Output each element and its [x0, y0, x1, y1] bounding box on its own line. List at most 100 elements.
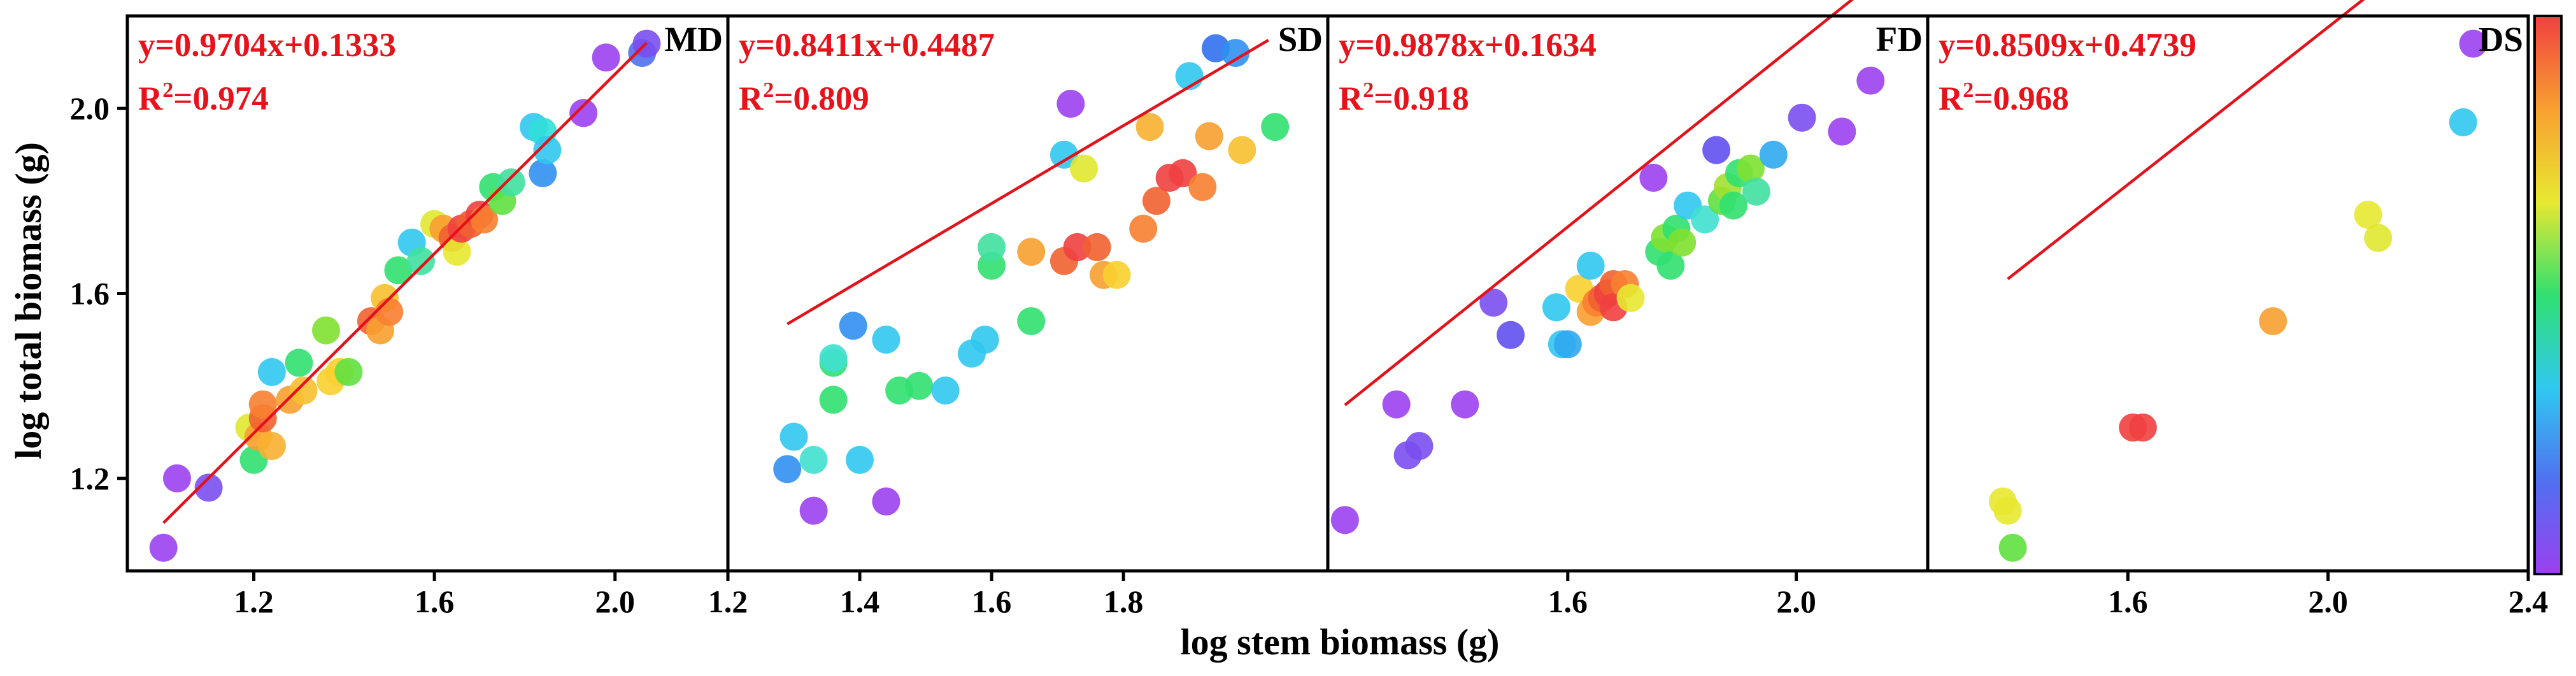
- data-point: [1221, 39, 1250, 68]
- data-point: [872, 326, 900, 354]
- y-tick-label: 1.2: [70, 461, 110, 496]
- data-point: [819, 344, 848, 373]
- data-point: [2449, 108, 2477, 136]
- data-point: [1050, 140, 1078, 169]
- r2-label: R2=0.809: [739, 78, 869, 117]
- data-point: [384, 256, 413, 285]
- data-point: [248, 390, 277, 419]
- data-point: [1195, 122, 1223, 150]
- data-point: [1788, 103, 1816, 132]
- x-tick-label: 1.6: [972, 584, 1012, 619]
- data-point: [1993, 496, 2022, 525]
- data-point: [1129, 214, 1158, 243]
- panel-ds: 1.6 2.0 2.4 y=0.8509x+0.4739 R2=0.968 DS: [1926, 0, 2549, 619]
- x-tick-label: 1.8: [1104, 584, 1144, 619]
- fit-line: [162, 41, 648, 524]
- data-point: [1102, 261, 1131, 289]
- data-point: [1616, 284, 1645, 312]
- r2-label: R2=0.918: [1339, 78, 1469, 117]
- data-point: [285, 349, 313, 377]
- panel-tag: DS: [2479, 20, 2523, 59]
- equation-label: y=0.8411x+0.4487: [739, 27, 995, 64]
- data-point: [592, 43, 620, 72]
- r2-label: R2=0.968: [1939, 78, 2069, 117]
- panel-fd: 1.6 2.0 y=0.9878x+0.1634 R2=0.918 FD: [1326, 0, 1930, 619]
- data-point: [497, 168, 525, 197]
- data-point: [443, 238, 471, 266]
- data-point: [905, 371, 934, 400]
- data-point: [406, 247, 435, 275]
- data-point: [1542, 293, 1570, 322]
- data-point: [1639, 164, 1668, 192]
- fit-line: [2007, 0, 2365, 280]
- fit-line: [1344, 0, 1854, 406]
- data-point: [375, 298, 404, 326]
- x-tick-label: 1.2: [708, 584, 748, 619]
- data-point: [773, 455, 802, 484]
- data-point: [2354, 201, 2382, 229]
- data-point: [1742, 177, 1770, 206]
- data-point: [1691, 205, 1719, 234]
- data-point: [1656, 252, 1685, 280]
- x-tick-label: 2.0: [1776, 584, 1816, 619]
- data-point: [569, 99, 598, 127]
- data-point: [1017, 307, 1046, 336]
- data-point: [1228, 136, 1256, 164]
- axis-labels: log stem biomass (g) log total biomass (…: [8, 142, 1500, 663]
- data-point: [257, 357, 286, 386]
- data-point: [334, 357, 363, 386]
- x-tick-label: 2.4: [2508, 584, 2549, 619]
- data-point: [1063, 233, 1092, 261]
- data-point: [1261, 113, 1290, 141]
- data-point: [533, 136, 562, 164]
- x-tick-label: 2.0: [2308, 584, 2348, 619]
- x-axis-label: log stem biomass (g): [1180, 621, 1499, 663]
- data-point: [1998, 533, 2027, 562]
- colorbar: [2533, 15, 2563, 575]
- x-tick-label: 2.0: [595, 584, 635, 619]
- data-point: [1135, 113, 1164, 141]
- data-point: [312, 316, 340, 345]
- data-point: [819, 385, 848, 414]
- panel-tag: FD: [1876, 20, 1923, 59]
- y-tick-label: 1.6: [70, 276, 110, 312]
- x-tick-label: 1.4: [840, 584, 880, 619]
- data-point: [1668, 228, 1697, 257]
- data-point: [1828, 117, 1856, 146]
- equation-label: y=0.9878x+0.1634: [1339, 27, 1597, 64]
- data-point: [1169, 159, 1197, 187]
- x-tick-label: 1.6: [2108, 584, 2148, 619]
- data-point: [1479, 289, 1508, 317]
- data-point: [163, 464, 191, 493]
- equation-label: y=0.9704x+0.1333: [138, 27, 396, 64]
- data-point: [931, 376, 960, 405]
- data-point: [1702, 136, 1731, 164]
- data-point: [1719, 191, 1747, 220]
- data-point: [2364, 224, 2393, 252]
- data-point: [839, 312, 867, 340]
- data-point: [1497, 320, 1525, 349]
- y-tick-label: 2.0: [70, 90, 110, 126]
- y-axis-label: log total biomass (g): [8, 142, 49, 459]
- data-point: [799, 445, 828, 474]
- data-point: [978, 233, 1006, 261]
- panels: 1.2 1.6 2.0 1.2 1.6 2.0 y=0.9704x+0.1333 R2=0.9…: [70, 0, 2549, 619]
- data-point: [779, 422, 808, 451]
- plot-frame: [1926, 14, 2530, 573]
- fit-line: [786, 38, 1269, 326]
- x-tick-label: 1.6: [415, 584, 455, 619]
- data-point: [2459, 29, 2487, 58]
- panel-tag: MD: [664, 20, 723, 59]
- equation-label: y=0.8509x+0.4739: [1939, 27, 2196, 64]
- data-point: [1736, 154, 1765, 183]
- data-point: [872, 487, 900, 516]
- data-point: [289, 376, 318, 405]
- data-point: [1188, 173, 1217, 201]
- panel-tag: SD: [1278, 20, 1323, 59]
- data-point: [1382, 390, 1411, 419]
- data-point: [2259, 307, 2288, 336]
- data-point: [799, 496, 828, 525]
- data-point: [2128, 414, 2157, 442]
- data-point: [149, 533, 178, 562]
